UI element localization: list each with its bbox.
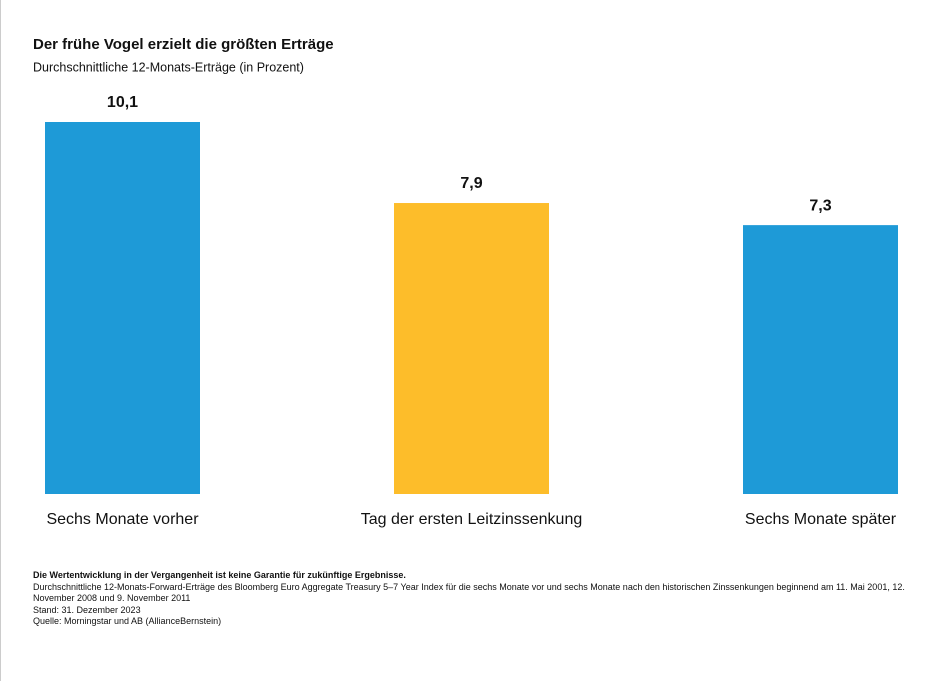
- bar: [45, 122, 200, 494]
- value-label: 10,1: [107, 94, 138, 111]
- footnote: Die Wertentwicklung in der Vergangenheit…: [33, 570, 406, 580]
- x-tick-label: Sechs Monate später: [745, 511, 897, 528]
- value-label: 7,9: [460, 175, 482, 192]
- footnotes: Die Wertentwicklung in der Vergangenheit…: [33, 570, 913, 628]
- chart-title: Der frühe Vogel erzielt die größten Ertr…: [33, 36, 334, 53]
- footnote: Durchschnittliche 12-Monats-Forward-Ertr…: [33, 581, 905, 604]
- x-tick-label: Sechs Monate vorher: [46, 511, 199, 528]
- bar: [743, 225, 898, 494]
- x-tick-label: Tag der ersten Leitzinssenkung: [361, 511, 582, 528]
- bar: [394, 203, 549, 494]
- chart-subtitle: Durchschnittliche 12-Monats-Erträge (in …: [33, 60, 304, 74]
- value-label: 7,3: [809, 197, 831, 214]
- footnote: Quelle: Morningstar und AB (AllianceBern…: [33, 616, 222, 626]
- footnote: Stand: 31. Dezember 2023: [33, 604, 141, 615]
- chart: Der frühe Vogel erzielt die größten Ertr…: [33, 36, 898, 528]
